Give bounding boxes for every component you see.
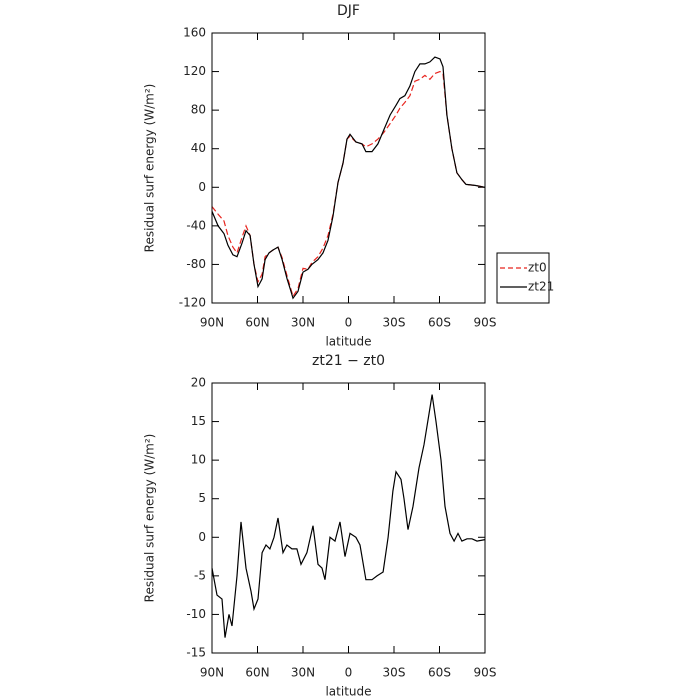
y-tick-label: 5 — [198, 491, 206, 505]
x-tick-label: 60S — [428, 666, 451, 680]
x-tick-label: 90S — [474, 316, 497, 330]
y-tick-label: 120 — [183, 64, 206, 78]
y-tick-label: -80 — [186, 257, 206, 271]
x-tick-label: 90N — [200, 316, 224, 330]
legend-label: zt21 — [528, 280, 554, 294]
x-tick-label: 90S — [474, 666, 497, 680]
y-tick-label: 40 — [191, 141, 206, 155]
y-tick-label: -15 — [186, 646, 206, 660]
plot-frame — [211, 32, 486, 304]
x-axis-label: latitude — [325, 685, 371, 699]
y-tick-label: -10 — [186, 607, 206, 621]
y-tick-label: 0 — [198, 180, 206, 194]
legend-label: zt0 — [528, 261, 547, 275]
x-tick-label: 60S — [428, 316, 451, 330]
x-axis-label: latitude — [325, 335, 371, 349]
y-axis-label: Residual surf energy (W/m²) — [143, 84, 157, 253]
legend-box — [496, 252, 550, 304]
y-tick-label: 0 — [198, 530, 206, 544]
y-tick-label: 160 — [183, 26, 206, 40]
x-tick-label: 0 — [345, 666, 353, 680]
x-tick-label: 60N — [245, 316, 269, 330]
y-tick-label: -5 — [194, 568, 206, 582]
x-tick-label: 30N — [291, 316, 315, 330]
x-tick-label: 90N — [200, 666, 224, 680]
chart-title: zt21 − zt0 — [312, 353, 385, 369]
chart-title: DJF — [337, 3, 360, 19]
y-tick-label: -40 — [186, 218, 206, 232]
series-line — [211, 394, 486, 638]
y-tick-label: 20 — [191, 376, 206, 390]
y-tick-label: 15 — [191, 414, 206, 428]
x-tick-label: 0 — [345, 316, 353, 330]
y-tick-label: 10 — [191, 453, 206, 467]
plot-frame — [211, 382, 486, 654]
y-tick-label: 80 — [191, 103, 206, 117]
x-tick-label: 30N — [291, 666, 315, 680]
y-tick-label: -120 — [179, 296, 206, 310]
y-axis-label: Residual surf energy (W/m²) — [143, 434, 157, 603]
x-tick-label: 30S — [383, 666, 406, 680]
x-tick-label: 30S — [383, 316, 406, 330]
x-tick-label: 60N — [245, 666, 269, 680]
series-line — [211, 56, 486, 300]
series-line — [211, 70, 486, 298]
